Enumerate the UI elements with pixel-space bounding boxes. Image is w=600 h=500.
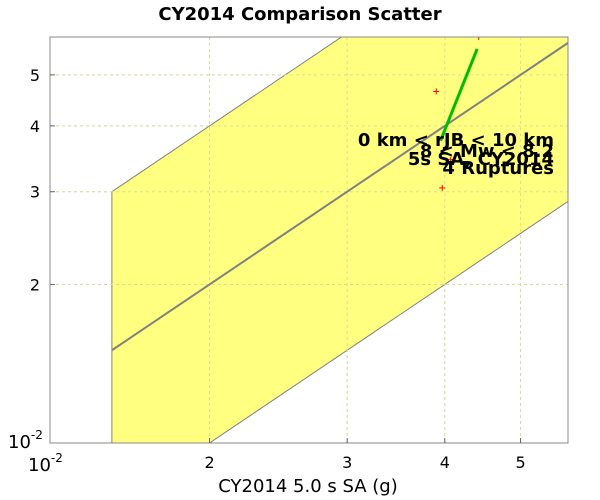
y-tick-label: 4	[30, 117, 40, 136]
series-line	[439, 48, 479, 142]
data-point	[447, 156, 454, 163]
x-axis-min-label: 10-2	[28, 451, 63, 476]
x-axis-label: CY2014 5.0 s SA (g)	[218, 476, 398, 497]
annotation-model: 5s SA, CY2014	[408, 149, 554, 170]
y-axis-min-label: 10-2	[8, 428, 43, 453]
annotation-ruptures: 4 Ruptures	[442, 158, 554, 179]
series-layer	[433, 37, 482, 191]
x-tick-label: 5	[515, 453, 525, 472]
annotation-block: 0 km < rJB < 10 km 8 < Mw < 8.2 5s SA, C…	[358, 130, 554, 179]
plot-frame	[49, 36, 569, 444]
x-tick-label: 2	[204, 453, 214, 472]
chart-title: CY2014 Comparison Scatter	[158, 4, 441, 25]
y-tick-label: 2	[30, 275, 40, 294]
x-tick-label: 4	[440, 453, 450, 472]
data-point	[475, 37, 482, 40]
data-point	[439, 184, 446, 191]
x-tick-label: 3	[342, 453, 352, 472]
ticks: 2 3 4 5 2 3 4 5	[30, 66, 526, 472]
one-to-one-line	[111, 42, 568, 352]
y-tick-label: 3	[30, 183, 40, 202]
annotation-magnitude: 8 < Mw < 8.2	[420, 141, 554, 162]
data-point	[433, 88, 440, 95]
annotation-distance: 0 km < rJB < 10 km	[358, 130, 554, 151]
confidence-band	[111, 37, 568, 443]
y-tick-label: 5	[30, 66, 40, 85]
